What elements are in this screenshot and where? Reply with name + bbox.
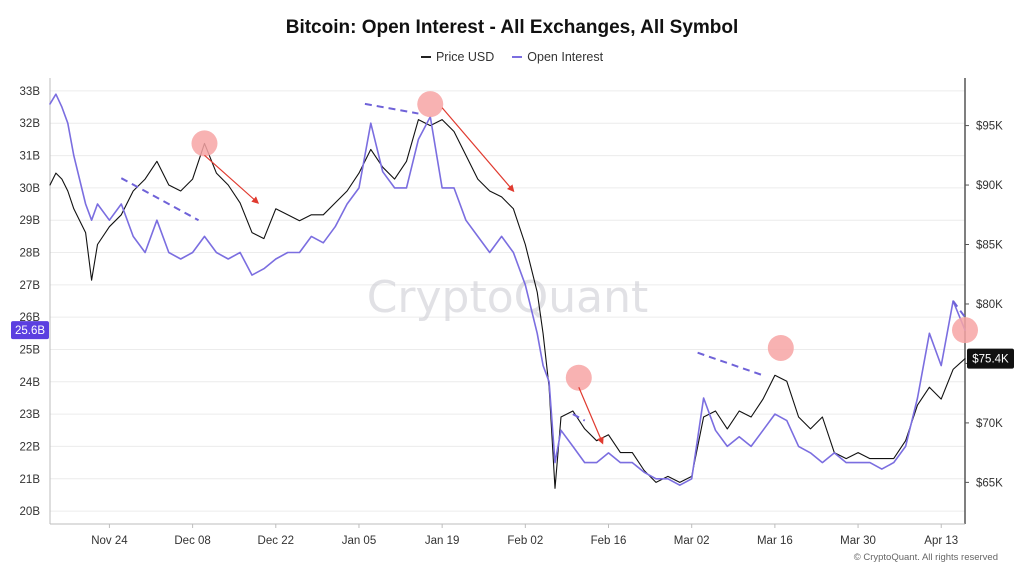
y-left-tick-label: 28B <box>20 248 41 260</box>
watermark-text: CryptoQuant <box>367 272 649 323</box>
y-right-tick-label: $90K <box>976 180 1003 192</box>
peak-highlight-circle <box>767 334 794 361</box>
y-right-tick-label: $95K <box>976 121 1003 133</box>
price-down-arrow <box>204 154 260 204</box>
series-line-open-interest <box>49 93 966 486</box>
x-tick-label: Dec 22 <box>258 535 294 547</box>
y-left-tick-label: 23B <box>20 409 41 421</box>
y-left-tick-label: 22B <box>20 441 41 453</box>
x-tick-label: Dec 08 <box>174 535 210 547</box>
x-tick-label: Jan 05 <box>342 535 377 547</box>
x-tick-label: Mar 02 <box>674 535 710 547</box>
peak-highlight-circle <box>952 317 978 344</box>
x-tick-label: Mar 30 <box>840 535 876 547</box>
oi-divergence-dashed-line <box>572 413 586 422</box>
peak-highlight-circle <box>417 91 444 118</box>
y-left-tick-label: 24B <box>20 377 41 389</box>
oi-divergence-dashed-line <box>120 177 200 222</box>
legend-swatch-open-interest <box>512 56 523 58</box>
peak-highlight-circle <box>565 364 592 391</box>
copyright-notice: © CryptoQuant. All rights reserved <box>853 552 998 563</box>
chart-legend: Price USD Open Interest <box>0 50 1024 64</box>
price-down-arrow <box>578 386 604 445</box>
legend-item-price[interactable]: Price USD <box>420 50 495 64</box>
legend-label-price: Price USD <box>435 50 495 64</box>
chart-title: Bitcoin: Open Interest - All Exchanges, … <box>285 17 739 38</box>
x-tick-label: Apr 13 <box>924 535 958 547</box>
y-left-tick-label: 20B <box>20 506 41 518</box>
price-current-badge <box>967 348 1014 369</box>
y-left-tick-label: 30B <box>20 183 41 195</box>
y-left-tick-label: 21B <box>20 474 41 486</box>
series-line-price <box>49 119 966 489</box>
x-tick-label: Nov 24 <box>91 535 128 547</box>
y-right-tick-label: $65K <box>976 477 1003 489</box>
peak-highlight-circle <box>191 130 218 157</box>
x-tick-label: Feb 16 <box>591 535 627 547</box>
y-left-tick-label: 25B <box>20 344 41 356</box>
oi-current-badge <box>11 321 49 340</box>
oi-divergence-dashed-line <box>697 351 764 377</box>
y-right-tick-label: $85K <box>976 240 1003 252</box>
x-tick-label: Feb 02 <box>507 535 543 547</box>
x-tick-label: Jan 19 <box>425 535 460 547</box>
y-left-tick-label: 33B <box>20 86 41 98</box>
legend-swatch-price <box>420 56 431 58</box>
y-left-tick-label: 29B <box>20 215 41 227</box>
price-current-label: $75.4K <box>972 354 1009 366</box>
oi-current-label: 25.6B <box>15 325 45 337</box>
price-down-arrow <box>441 107 515 193</box>
oi-divergence-dashed-line <box>952 300 966 318</box>
y-right-tick-label: $70K <box>976 418 1003 430</box>
x-tick-label: Mar 16 <box>757 535 793 547</box>
y-left-tick-label: 31B <box>20 151 41 163</box>
y-left-tick-label: 27B <box>20 280 41 292</box>
legend-item-open-interest[interactable]: Open Interest <box>512 50 603 64</box>
y-right-tick-label: $80K <box>976 299 1003 311</box>
oi-divergence-dashed-line <box>364 102 419 115</box>
y-left-tick-label: 32B <box>20 118 41 130</box>
legend-label-open-interest: Open Interest <box>527 50 604 64</box>
